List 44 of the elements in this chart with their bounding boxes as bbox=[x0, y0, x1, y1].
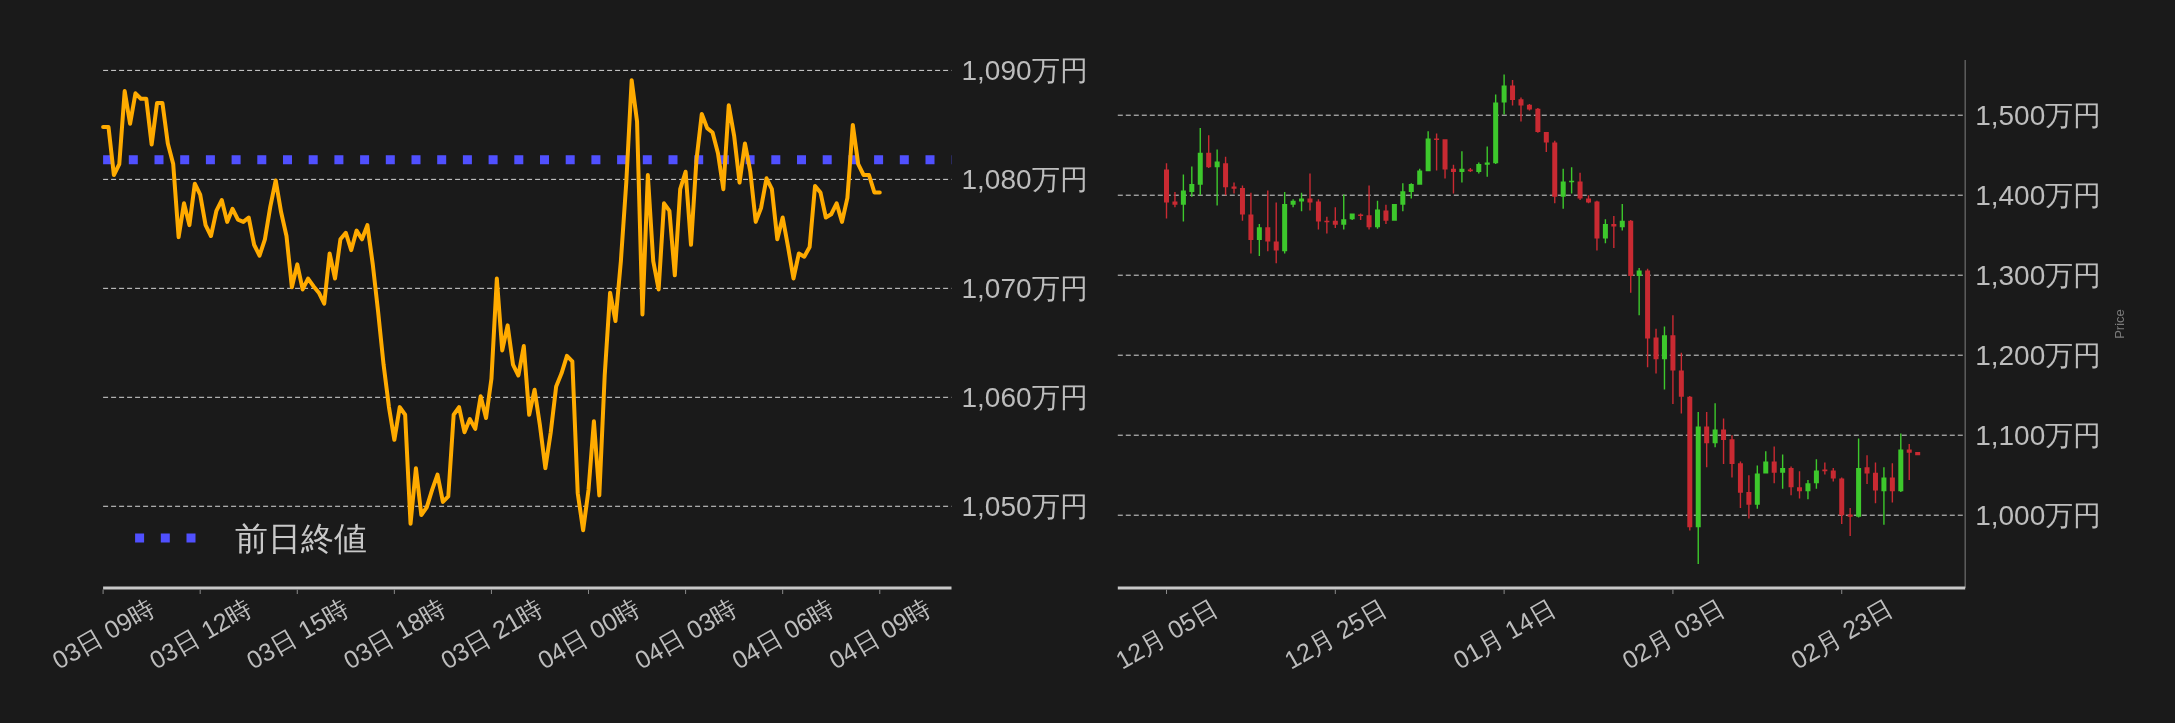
candlestick bbox=[1805, 480, 1811, 500]
y-tick-label: 1,400万円 bbox=[1975, 179, 2102, 211]
candlestick bbox=[1712, 403, 1718, 448]
y-tick-label: 1,000万円 bbox=[1975, 499, 2102, 531]
x-tick-label: 12月 25日 bbox=[1279, 593, 1392, 675]
y-tick-label: 1,070万円 bbox=[961, 272, 1088, 304]
candlestick bbox=[1248, 192, 1254, 254]
y-tick-label: 1,050万円 bbox=[961, 490, 1088, 522]
candlestick bbox=[1324, 216, 1330, 234]
candlestick bbox=[1383, 204, 1389, 224]
candlestick bbox=[1307, 173, 1313, 211]
candlestick bbox=[1214, 149, 1220, 206]
candlestick bbox=[1366, 185, 1372, 230]
y-tick-label: 1,300万円 bbox=[1975, 259, 2102, 291]
candlestick bbox=[1231, 182, 1237, 194]
y-tick-label: 1,090万円 bbox=[961, 54, 1088, 86]
candlestick bbox=[1172, 192, 1178, 208]
candlestick bbox=[1881, 467, 1887, 525]
candlestick bbox=[1560, 168, 1566, 209]
y-tick-label: 1,100万円 bbox=[1975, 419, 2102, 451]
candlestick bbox=[1611, 216, 1617, 248]
candlestick bbox=[1746, 475, 1752, 519]
y-tick-label: 1,080万円 bbox=[961, 163, 1088, 195]
x-tick-label: 02月 23日 bbox=[1785, 593, 1898, 675]
candlestick bbox=[1822, 462, 1828, 475]
candlestick bbox=[1459, 151, 1465, 183]
candlestick bbox=[1670, 315, 1676, 404]
candlestick bbox=[1501, 74, 1507, 115]
candlestick bbox=[1518, 97, 1524, 122]
candlestick bbox=[1189, 166, 1195, 197]
y-tick-label: 1,500万円 bbox=[1975, 99, 2102, 131]
x-tick-label: 12月 05日 bbox=[1110, 593, 1223, 675]
y-axis-title: Price bbox=[2111, 309, 2127, 339]
candlestick bbox=[1771, 446, 1777, 484]
y-tick-label: 1,060万円 bbox=[961, 381, 1088, 413]
candlestick bbox=[1400, 183, 1406, 212]
y-tick-label: 1,200万円 bbox=[1975, 339, 2102, 371]
legend-label: 前日終値 bbox=[235, 519, 368, 557]
candlestick bbox=[1636, 268, 1642, 316]
x-tick-label: 01月 14日 bbox=[1448, 593, 1560, 675]
candlestick bbox=[1864, 455, 1870, 484]
x-tick-label: 02月 03日 bbox=[1617, 593, 1729, 675]
candlestick bbox=[1847, 508, 1853, 536]
candlestick bbox=[1290, 199, 1296, 208]
